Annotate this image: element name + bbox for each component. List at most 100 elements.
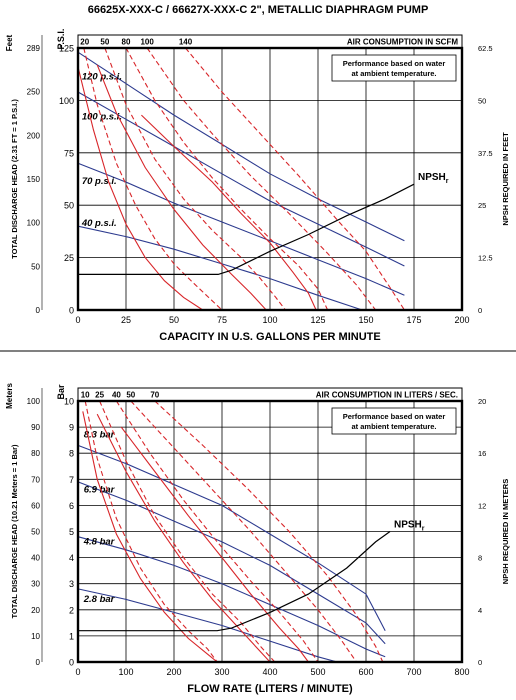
y-tick-label: 8 [69,449,74,459]
y-outer-tick-label: 70 [31,475,40,484]
note-text: Performance based on water [343,59,446,68]
x-tick-label: 25 [121,315,131,325]
y-right-tick-label: 50 [478,96,486,105]
y-right-tick-label: 0 [478,658,482,667]
y-right-tick-label: 12 [478,501,486,510]
head-curve [77,588,338,663]
note-box [331,407,457,435]
y-tick-label: 100 [59,96,74,106]
air-consumption-curve [82,411,218,663]
y-axis-title-right: NPSH REQUIRED IN FEET [501,132,510,226]
y-tick-label: 7 [69,475,74,485]
x-tick-label: 175 [406,315,421,325]
x-tick-label: 0 [75,667,80,677]
air-consumption-curve [96,64,267,311]
head-curve [77,225,363,311]
x-axis-title: FLOW RATE (LITERS / MINUTE) [187,683,353,695]
x-tick-label: 150 [358,315,373,325]
x-tick-label: 200 [166,667,181,677]
y-outer-tick-label: 60 [31,501,40,510]
y-outer-tick-label: 10 [31,632,40,641]
plot-frame [76,46,464,312]
y-right-tick-label: 8 [478,554,482,563]
y-outer-tick-label: 289 [27,44,41,53]
air-tick-label: 140 [179,38,193,47]
left-outer-unit: Feet [5,34,14,51]
npsh-label: NPSHr [394,520,425,533]
y-tick-label: 125 [59,44,74,54]
y-tick-label: 1 [69,631,74,641]
page-title: 66625X-XXX-C / 66627X-XXX-C 2", METALLIC… [88,4,429,16]
left-outer-unit: Meters [5,383,14,409]
head-curve [77,444,386,631]
y-axis-title-left: TOTAL DISCHARGE HEAD (2.31 FT = 1 P.S.I.… [10,99,19,259]
y-axis-title-right: NPSH REQUIRED IN METERS [501,479,510,584]
air-consumption-curve [146,47,377,311]
npsh-label: NPSHr [418,172,449,185]
head-curve-label: 40 p.s.i. [81,218,117,229]
npsh-curve [78,183,415,275]
y-tick-label: 4 [69,553,74,563]
y-right-tick-label: 16 [478,449,486,458]
air-consumption-curve [83,47,223,311]
head-curve-label: 70 p.s.i. [82,176,117,187]
y-outer-tick-label: 0 [36,658,41,667]
air-tick-label: 25 [95,391,104,400]
air-consumption-curve [120,426,309,663]
x-tick-label: 700 [406,667,421,677]
y-tick-label: 10 [64,397,74,407]
air-consumption-curve [141,114,317,311]
y-tick-label: 50 [64,201,74,211]
x-tick-label: 200 [454,315,469,325]
y-outer-tick-label: 150 [27,175,41,184]
x-tick-label: 0 [75,315,80,325]
y-right-tick-label: 0 [478,306,482,315]
air-consumption-curve [77,66,204,311]
y-right-tick-label: 37.5 [478,149,493,158]
y-tick-label: 2 [69,605,74,615]
y-outer-tick-label: 50 [31,262,40,271]
head-curve-label: 8.3 bar [84,430,116,441]
x-tick-label: 500 [310,667,325,677]
air-tick-label: 40 [112,391,121,400]
head-curve [77,162,405,296]
y-outer-tick-label: 90 [31,423,40,432]
head-curve-label: 6.9 bar [84,484,116,495]
y-right-tick-label: 4 [478,606,482,615]
air-consumption-curve [125,47,329,311]
left-inner-unit: P.S.I. [56,29,66,50]
y-tick-label: 9 [69,423,74,433]
air-tick-label: 50 [100,38,109,47]
air-consumption-curve [154,400,384,663]
x-tick-label: 100 [262,315,277,325]
air-tick-label: 80 [122,38,131,47]
note-box [331,54,457,82]
note-text: Performance based on water [343,412,446,421]
x-tick-label: 100 [118,667,133,677]
y-tick-label: 0 [69,658,74,668]
chart-metric-units: AIR CONSUMPTION IN LITERS / SEC.10 25 40 50… [5,383,510,695]
y-outer-tick-label: 200 [27,131,41,140]
air-consumption-curve [130,400,357,663]
npsh-curve [78,531,391,632]
x-tick-label: 600 [358,667,373,677]
y-outer-tick-label: 50 [31,528,40,537]
x-tick-label: 800 [454,667,469,677]
y-right-tick-label: 20 [478,397,486,406]
air-consumption-curve [185,47,405,311]
y-outer-tick-label: 100 [27,219,41,228]
air-consumption-curve [104,47,286,311]
y-outer-tick-label: 30 [31,580,40,589]
y-outer-tick-label: 100 [27,397,41,406]
air-consumption-label: AIR CONSUMPTION IN LITERS / SEC. [316,391,458,400]
y-tick-label: 75 [64,148,74,158]
head-curve-label: 2.8 bar [83,594,116,605]
y-tick-label: 0 [69,306,74,316]
air-consumption-label: AIR CONSUMPTION IN SCFM [347,38,458,47]
y-right-tick-label: 62.5 [478,44,493,53]
air-tick-label: 100 [140,38,154,47]
y-axis-title-left: TOTAL DISCHARGE HEAD (10.21 Meters = 1 B… [10,444,19,619]
y-outer-tick-label: 20 [31,606,40,615]
